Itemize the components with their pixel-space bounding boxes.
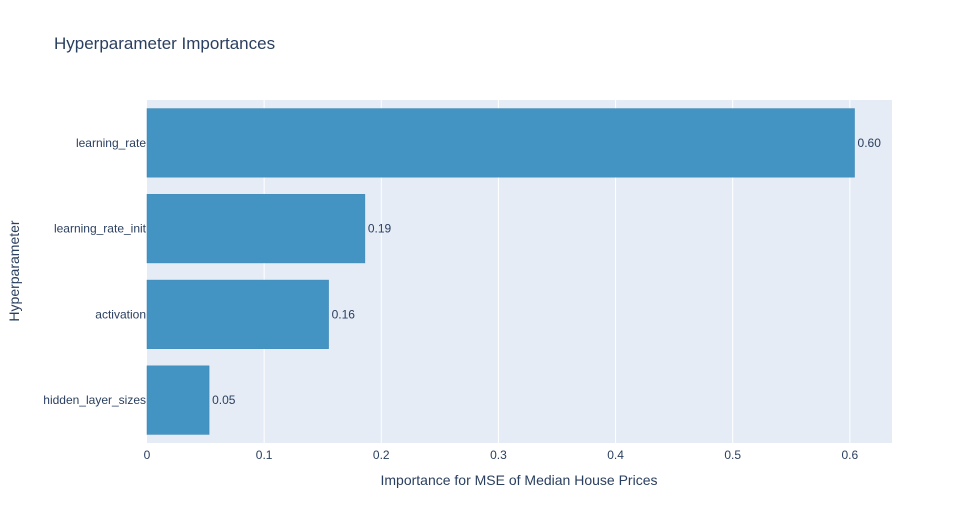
bar-value-labels: 0.60 0.19 0.16 0.05 [212, 136, 881, 407]
y-axis-title: Hyperparameter [6, 220, 22, 321]
chart-title: Hyperparameter Importances [54, 34, 275, 53]
x-tick-labels: 0 0.1 0.2 0.3 0.4 0.5 0.6 [144, 448, 859, 462]
x-tick-label: 0 [144, 448, 151, 462]
x-tick-label: 0.6 [841, 448, 858, 462]
y-tick-label: activation [95, 307, 146, 321]
bar-hidden-layer-sizes [146, 365, 210, 435]
y-tick-labels: learning_rate learning_rate_init activatio… [43, 136, 146, 407]
x-axis-title: Importance for MSE of Median House Price… [380, 472, 657, 488]
x-tick-label: 0.4 [607, 448, 624, 462]
bar-value-label: 0.60 [858, 136, 882, 150]
bars [146, 108, 855, 435]
x-tick-label: 0.2 [373, 448, 390, 462]
bar-learning-rate [146, 108, 855, 178]
bar-activation [146, 279, 329, 349]
x-tick-label: 0.3 [490, 448, 507, 462]
bar-learning-rate-init [146, 194, 366, 264]
bar-value-label: 0.05 [212, 393, 236, 407]
y-tick-label: learning_rate_init [54, 222, 147, 236]
x-tick-label: 0.1 [256, 448, 273, 462]
bar-value-label: 0.16 [332, 307, 356, 321]
y-tick-label: hidden_layer_sizes [43, 393, 146, 407]
bar-value-label: 0.19 [368, 222, 392, 236]
y-tick-label: learning_rate [76, 136, 146, 150]
x-tick-label: 0.5 [724, 448, 741, 462]
